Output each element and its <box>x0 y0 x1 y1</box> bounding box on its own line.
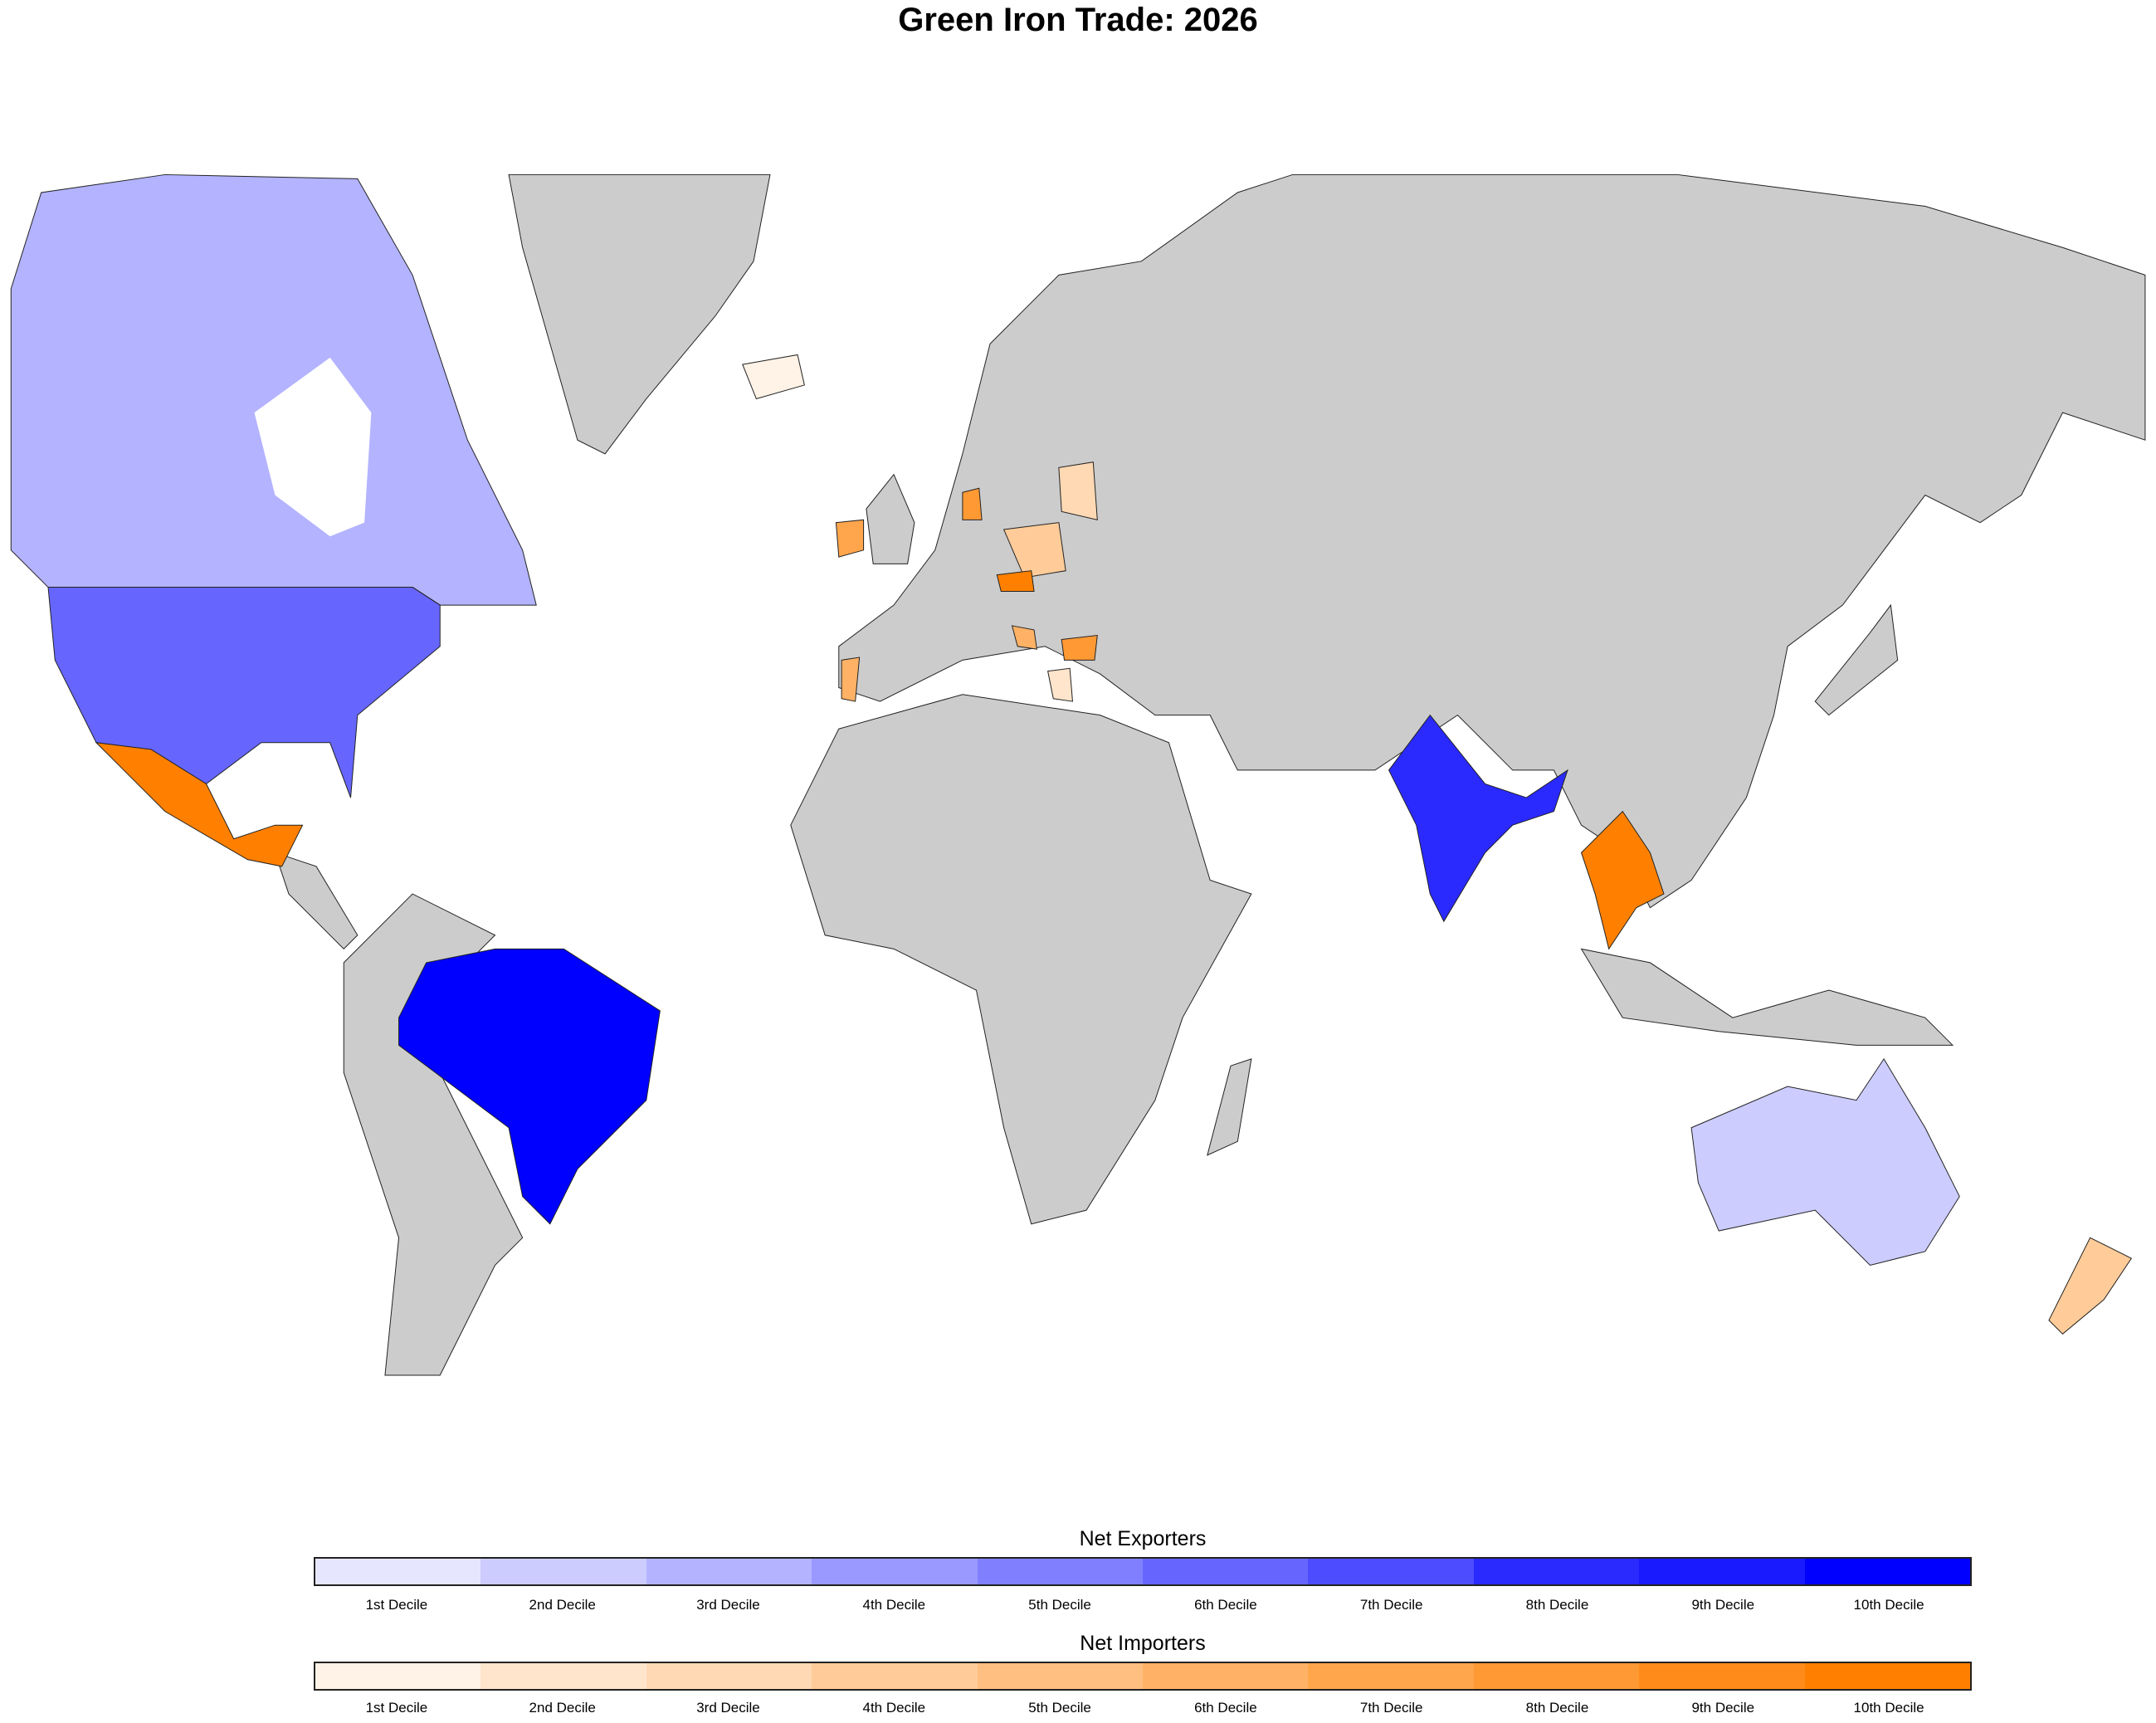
exporters-swatch-10 <box>1804 1559 1971 1584</box>
country-usa <box>47 587 441 798</box>
importers-swatch-5 <box>977 1663 1144 1689</box>
country-portugal <box>841 656 861 702</box>
exporters-decile-label: 10th Decile <box>1853 1597 1924 1613</box>
importers-swatch-7 <box>1308 1663 1474 1689</box>
exporters-swatch-9 <box>1639 1559 1805 1584</box>
country-india <box>1388 714 1568 923</box>
hudson-bay <box>254 357 372 537</box>
exporters-swatch-3 <box>646 1559 812 1584</box>
exporters-decile-labels: 1st Decile 2nd Decile 3rd Decile 4th Decile… <box>314 1597 1972 1613</box>
importers-swatch-2 <box>480 1663 646 1689</box>
country-brazil <box>398 948 661 1225</box>
importers-decile-label: 1st Decile <box>365 1700 428 1716</box>
country-thailand-vietnam <box>1580 810 1665 950</box>
importers-decile-label: 2nd Decile <box>529 1700 596 1716</box>
exporters-decile-label: 7th Decile <box>1359 1597 1423 1613</box>
importers-swatch-9 <box>1639 1663 1805 1689</box>
importers-swatch-8 <box>1473 1663 1640 1689</box>
madagascar <box>1207 1058 1252 1156</box>
exporters-decile-label: 2nd Decile <box>529 1597 596 1613</box>
japan <box>1814 603 1899 716</box>
exporters-decile-label: 5th Decile <box>1028 1597 1091 1613</box>
importers-decile-label: 8th Decile <box>1525 1700 1589 1716</box>
exporters-swatch-7 <box>1308 1559 1474 1584</box>
country-bulgaria <box>1061 634 1098 661</box>
country-new-zealand <box>2048 1237 2133 1335</box>
country-poland <box>1002 522 1066 578</box>
country-greece <box>1047 667 1074 702</box>
importers-color-bar <box>314 1662 1972 1691</box>
country-denmark <box>962 487 983 520</box>
country-baltics <box>1058 461 1098 520</box>
greenland <box>508 173 771 455</box>
exporters-swatch-8 <box>1473 1559 1640 1584</box>
importers-legend-title: Net Importers <box>1080 1632 1206 1655</box>
importers-decile-label: 7th Decile <box>1359 1700 1423 1716</box>
south-america <box>343 893 524 1376</box>
importers-decile-label: 5th Decile <box>1028 1700 1091 1716</box>
eurasia <box>838 173 2146 909</box>
importers-swatch-3 <box>646 1663 812 1689</box>
importers-decile-label: 9th Decile <box>1691 1700 1755 1716</box>
exporters-color-bar <box>314 1557 1972 1586</box>
exporters-swatch-1 <box>315 1559 481 1584</box>
country-mexico <box>95 742 304 867</box>
importers-decile-label: 4th Decile <box>862 1700 926 1716</box>
importers-decile-label: 6th Decile <box>1194 1700 1257 1716</box>
exporters-swatch-4 <box>812 1559 978 1584</box>
importers-decile-label: 3rd Decile <box>696 1700 760 1716</box>
central-america <box>274 852 359 950</box>
country-iceland <box>742 354 805 400</box>
country-ireland <box>835 519 865 558</box>
africa <box>790 694 1252 1225</box>
country-croatia <box>1011 625 1037 650</box>
exporters-decile-label: 9th Decile <box>1691 1597 1755 1613</box>
country-czechia <box>996 570 1035 593</box>
country-canada <box>10 173 537 606</box>
exporters-decile-label: 1st Decile <box>365 1597 428 1613</box>
exporters-decile-label: 4th Decile <box>862 1597 926 1613</box>
exporters-swatch-5 <box>977 1559 1144 1584</box>
importers-decile-label: 10th Decile <box>1853 1700 1924 1716</box>
importers-swatch-1 <box>315 1663 481 1689</box>
indonesia <box>1580 948 1954 1046</box>
importers-swatch-10 <box>1804 1663 1971 1689</box>
exporters-decile-label: 6th Decile <box>1194 1597 1257 1613</box>
uk <box>866 473 915 564</box>
exporters-decile-label: 3rd Decile <box>696 1597 760 1613</box>
importers-swatch-6 <box>1143 1663 1309 1689</box>
importers-decile-labels: 1st Decile 2nd Decile 3rd Decile 4th Decile… <box>314 1700 1972 1716</box>
country-australia <box>1690 1057 1960 1266</box>
importers-swatch-4 <box>812 1663 978 1689</box>
map-title: Green Iron Trade: 2026 <box>898 2 1258 38</box>
exporters-swatch-6 <box>1143 1559 1309 1584</box>
exporters-swatch-2 <box>480 1559 646 1584</box>
exporters-legend-title: Net Exporters <box>1079 1527 1207 1550</box>
exporters-decile-label: 8th Decile <box>1525 1597 1589 1613</box>
